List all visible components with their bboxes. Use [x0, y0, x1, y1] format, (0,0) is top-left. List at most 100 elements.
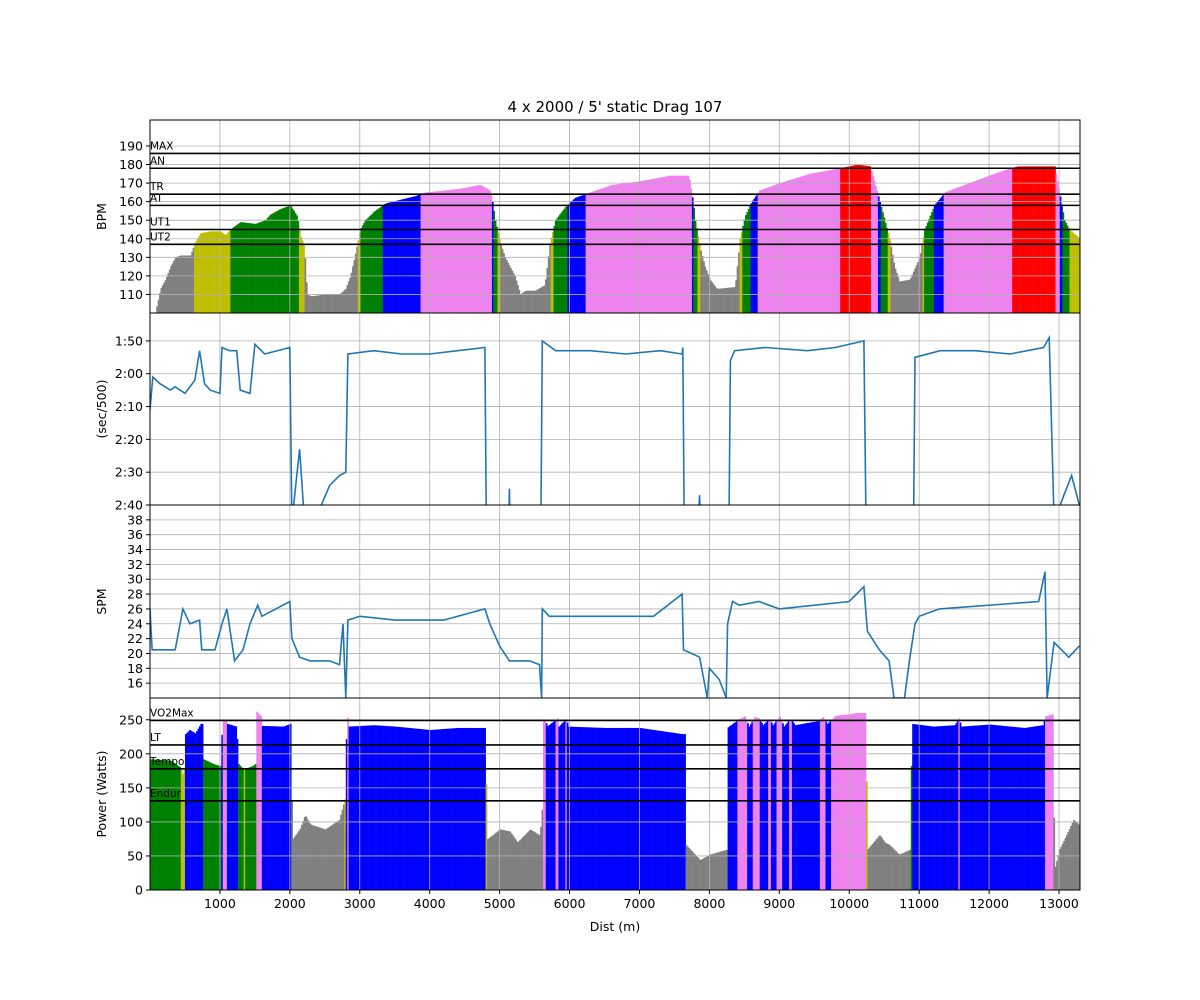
bar — [601, 188, 603, 313]
bar — [375, 725, 377, 890]
bar — [563, 720, 566, 890]
bar — [229, 230, 231, 313]
bar — [564, 207, 567, 313]
bar — [500, 244, 503, 313]
bar — [917, 262, 919, 313]
bar — [863, 165, 866, 313]
bar — [303, 817, 306, 890]
bar — [595, 190, 598, 313]
bar — [158, 759, 161, 890]
bar — [373, 725, 376, 890]
bar — [966, 184, 968, 313]
bar — [494, 833, 496, 890]
bar — [755, 717, 758, 890]
bar — [635, 727, 637, 890]
bar — [508, 831, 510, 890]
bar — [889, 845, 892, 890]
bar — [766, 720, 769, 890]
bar — [442, 729, 444, 890]
bar — [1059, 196, 1062, 313]
bar — [559, 214, 561, 313]
bar — [342, 291, 344, 313]
bar — [761, 189, 764, 313]
bar — [714, 853, 717, 890]
bar — [772, 725, 775, 890]
bar — [524, 834, 527, 890]
bar — [1078, 824, 1080, 890]
bar — [307, 294, 310, 313]
bar — [439, 729, 442, 890]
bar — [245, 222, 248, 313]
bar — [496, 831, 499, 890]
bar — [542, 286, 544, 313]
bar — [181, 255, 184, 313]
bar — [638, 727, 640, 890]
bar — [503, 830, 506, 890]
bar — [559, 725, 562, 890]
bar — [809, 173, 812, 313]
bar — [641, 180, 644, 313]
bar — [435, 729, 437, 890]
bar — [449, 728, 451, 890]
bar — [440, 729, 443, 890]
bar — [457, 727, 460, 890]
bar — [675, 733, 678, 890]
bar — [1071, 822, 1074, 890]
bar — [526, 290, 529, 313]
bar — [269, 214, 272, 313]
bar — [724, 850, 727, 890]
bar — [576, 726, 579, 890]
bar — [734, 722, 737, 890]
bar — [472, 186, 475, 313]
bar — [371, 213, 374, 313]
bar — [884, 842, 886, 890]
bar — [693, 207, 696, 313]
panel-power: VO2Max LT Tempo Endur 0 50 100 150 200 250 Power (… — [94, 697, 1081, 911]
bar — [758, 718, 761, 890]
bar — [350, 272, 353, 313]
bar — [191, 731, 194, 890]
bar — [209, 231, 212, 313]
bar — [547, 726, 549, 890]
bar — [217, 231, 220, 313]
bar — [725, 287, 728, 313]
bar — [212, 231, 214, 313]
bar — [459, 188, 462, 313]
bar — [347, 717, 349, 890]
bar — [824, 719, 826, 890]
bar — [309, 823, 312, 890]
bar — [822, 717, 825, 890]
bar — [785, 181, 788, 313]
bar — [685, 845, 688, 890]
bar — [359, 725, 362, 890]
bar — [385, 203, 388, 313]
bar — [995, 173, 998, 313]
bar — [210, 231, 213, 313]
bar — [804, 723, 807, 890]
bar — [696, 857, 699, 890]
bar — [840, 168, 842, 313]
bar — [208, 231, 210, 313]
bar — [194, 733, 197, 890]
bar — [984, 177, 986, 313]
bar — [973, 181, 975, 313]
bar — [699, 860, 702, 890]
plot-area-spm — [150, 505, 1080, 698]
bar — [900, 281, 902, 313]
bar — [279, 209, 282, 313]
x-tick-label: 1000 — [204, 896, 236, 911]
zone-label: LT — [150, 732, 161, 744]
bar — [425, 729, 428, 890]
bar — [552, 231, 554, 313]
bar — [528, 290, 530, 313]
bar — [845, 166, 848, 313]
bar — [943, 193, 946, 313]
y-tick-label: 22 — [127, 631, 143, 646]
y-tick-label: 16 — [127, 676, 143, 691]
bar — [793, 723, 796, 890]
bar — [163, 760, 166, 890]
bar — [838, 168, 841, 313]
bar — [904, 280, 907, 313]
bar — [456, 728, 458, 890]
bar — [324, 294, 326, 313]
